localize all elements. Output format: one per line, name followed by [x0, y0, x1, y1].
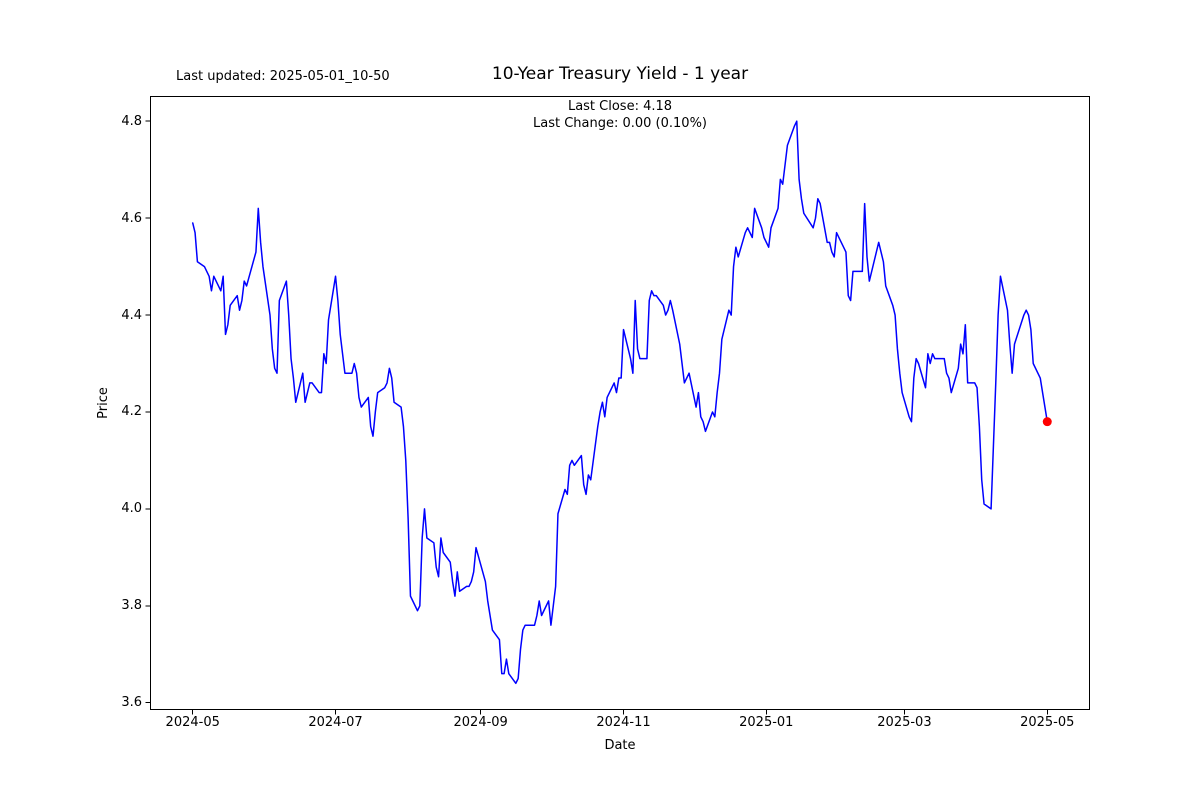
x-tick-label: 2025-03	[877, 715, 932, 730]
last-close-label: Last Close: 4.18	[567, 99, 673, 114]
x-tick-label: 2024-11	[596, 715, 651, 730]
y-tick-label: 4.2	[121, 404, 142, 420]
last-close-marker	[1042, 417, 1052, 427]
x-tick-label: 2024-09	[453, 715, 508, 730]
y-tick-label: 4.4	[121, 307, 142, 323]
last-change-label: Last Change: 0.00 (0.10%)	[532, 116, 707, 131]
y-tick-label: 4.0	[121, 501, 142, 517]
y-tick-label: 3.6	[121, 695, 142, 711]
axes-border	[150, 96, 1090, 710]
x-tick-label: 2025-05	[1020, 715, 1075, 730]
y-tick-label: 4.8	[121, 113, 142, 129]
x-axis-label: Date	[604, 738, 636, 753]
chart-title: 10-Year Treasury Yield - 1 year	[491, 64, 749, 84]
x-tick-label: 2024-07	[308, 715, 363, 730]
x-tick-label: 2025-01	[739, 715, 794, 730]
price-line-series	[191, 120, 1049, 685]
y-tick-label: 3.8	[121, 598, 142, 614]
y-tick-label: 4.6	[121, 210, 142, 226]
y-axis-label: Price	[96, 387, 111, 419]
chart-subtitle: Last Close: 4.18 Last Change: 0.00 (0.10…	[150, 98, 1090, 132]
last-updated-label: Last updated: 2025-05-01_10-50	[176, 69, 390, 84]
x-tick-label: 2024-05	[165, 715, 220, 730]
